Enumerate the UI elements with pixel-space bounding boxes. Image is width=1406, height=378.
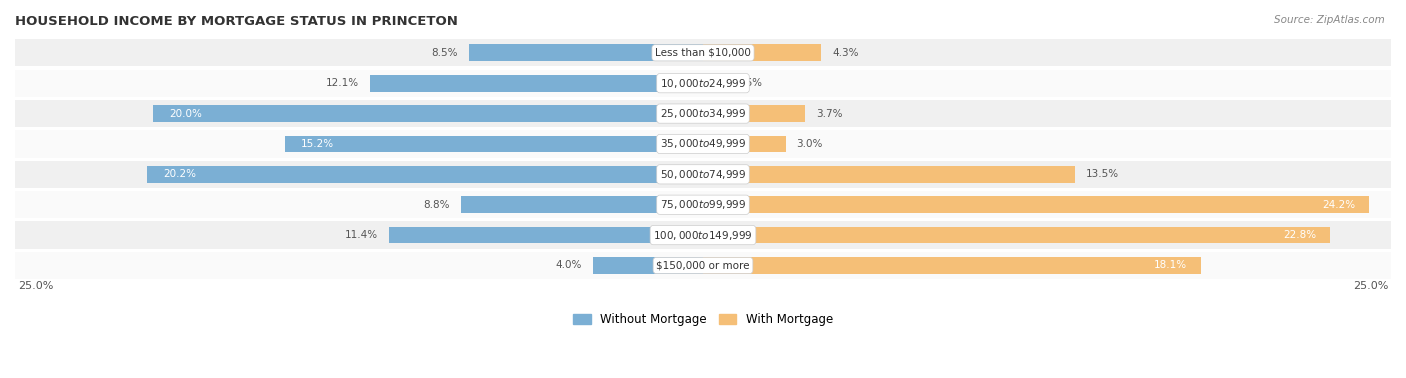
Text: 3.0%: 3.0% (797, 139, 823, 149)
Text: 11.4%: 11.4% (344, 230, 378, 240)
Text: Less than $10,000: Less than $10,000 (655, 48, 751, 58)
Text: 15.2%: 15.2% (301, 139, 335, 149)
Bar (593, 257, 703, 274)
Bar (703, 136, 786, 152)
Text: $150,000 or more: $150,000 or more (657, 260, 749, 271)
Text: $10,000 to $24,999: $10,000 to $24,999 (659, 77, 747, 90)
Bar (153, 105, 703, 122)
Text: 24.2%: 24.2% (1322, 200, 1355, 210)
Text: 8.8%: 8.8% (423, 200, 450, 210)
Bar (703, 45, 821, 61)
Text: 20.0%: 20.0% (169, 108, 202, 119)
Text: 18.1%: 18.1% (1154, 260, 1187, 271)
Text: 4.3%: 4.3% (832, 48, 859, 58)
Bar (703, 196, 1369, 213)
Text: HOUSEHOLD INCOME BY MORTGAGE STATUS IN PRINCETON: HOUSEHOLD INCOME BY MORTGAGE STATUS IN P… (15, 15, 458, 28)
Bar (461, 196, 703, 213)
Text: 8.5%: 8.5% (432, 48, 458, 58)
Text: Source: ZipAtlas.com: Source: ZipAtlas.com (1274, 15, 1385, 25)
Text: $100,000 to $149,999: $100,000 to $149,999 (654, 229, 752, 242)
Bar (15, 191, 1391, 218)
Bar (15, 161, 1391, 188)
Text: 25.0%: 25.0% (18, 281, 53, 291)
Bar (703, 105, 804, 122)
Bar (703, 257, 1201, 274)
Bar (703, 227, 1330, 243)
Text: 22.8%: 22.8% (1284, 230, 1316, 240)
Text: 25.0%: 25.0% (1353, 281, 1388, 291)
Text: 20.2%: 20.2% (163, 169, 197, 179)
Text: $75,000 to $99,999: $75,000 to $99,999 (659, 198, 747, 211)
Bar (284, 136, 703, 152)
Text: 13.5%: 13.5% (1085, 169, 1119, 179)
Text: $25,000 to $34,999: $25,000 to $34,999 (659, 107, 747, 120)
Text: $35,000 to $49,999: $35,000 to $49,999 (659, 138, 747, 150)
Bar (470, 45, 703, 61)
Bar (703, 75, 718, 91)
Bar (703, 166, 1074, 183)
Text: $50,000 to $74,999: $50,000 to $74,999 (659, 168, 747, 181)
Legend: Without Mortgage, With Mortgage: Without Mortgage, With Mortgage (568, 308, 838, 330)
Bar (148, 166, 703, 183)
Text: 3.7%: 3.7% (815, 108, 842, 119)
Text: 4.0%: 4.0% (555, 260, 582, 271)
Text: 0.56%: 0.56% (730, 78, 762, 88)
Bar (15, 100, 1391, 127)
Text: 12.1%: 12.1% (326, 78, 359, 88)
Bar (15, 252, 1391, 279)
Bar (15, 70, 1391, 97)
Bar (370, 75, 703, 91)
Bar (389, 227, 703, 243)
Bar (15, 39, 1391, 67)
Bar (15, 222, 1391, 249)
Bar (15, 130, 1391, 158)
